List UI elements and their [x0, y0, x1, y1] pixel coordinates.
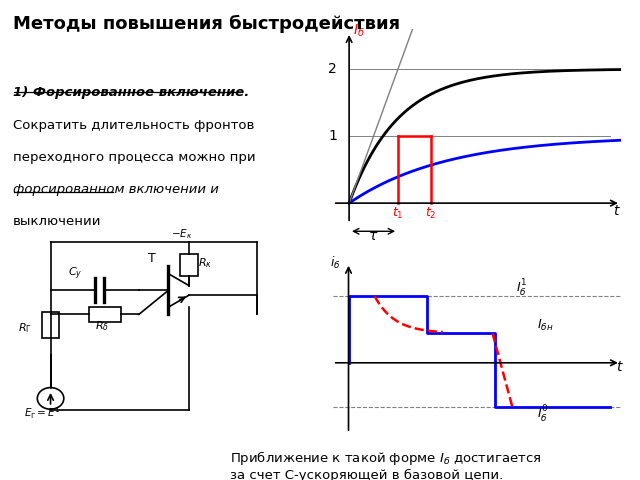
Bar — [89, 307, 121, 322]
Text: Сократить длительность фронтов: Сократить длительность фронтов — [13, 119, 254, 132]
Text: 1: 1 — [328, 129, 337, 143]
Text: $\tau$: $\tau$ — [369, 229, 379, 243]
Text: $-E_\kappa$: $-E_\kappa$ — [172, 228, 193, 241]
Text: $R_\delta$: $R_\delta$ — [95, 319, 109, 333]
Text: переходного процесса можно при: переходного процесса можно при — [13, 151, 255, 164]
Text: $I_б$: $I_б$ — [353, 22, 365, 38]
Text: 1) Форсированное включение.: 1) Форсированное включение. — [13, 86, 249, 99]
Text: $t$: $t$ — [616, 360, 623, 374]
Text: 2: 2 — [328, 62, 337, 76]
Text: Приближение к такой форме $I_б$ достигается
за счет С-ускоряющей в базовой цепи.: Приближение к такой форме $I_б$ достигае… — [230, 449, 541, 480]
Text: $t_1$: $t_1$ — [392, 205, 404, 221]
Text: $i_б$: $i_б$ — [330, 254, 340, 271]
Bar — [180, 254, 198, 276]
Text: $t_2$: $t_2$ — [425, 205, 436, 221]
Bar — [42, 312, 60, 338]
Text: $I_{бн}$: $I_{бн}$ — [537, 318, 554, 333]
Text: выключении: выключении — [13, 215, 101, 228]
Text: $t$: $t$ — [612, 204, 621, 218]
Text: $C_y$: $C_y$ — [68, 265, 83, 282]
Text: $I_б^1$: $I_б^1$ — [516, 277, 527, 298]
Text: $R_\kappa$: $R_\kappa$ — [198, 256, 212, 270]
Text: T: T — [148, 252, 156, 264]
Text: $R_\Gamma$: $R_\Gamma$ — [18, 321, 32, 335]
Text: $E_\Gamma=E^1$: $E_\Gamma=E^1$ — [24, 406, 61, 421]
Text: Методы повышения быстродействия: Методы повышения быстродействия — [13, 14, 400, 33]
Text: форсированном включении и: форсированном включении и — [13, 183, 219, 196]
Text: $I_б^0$: $I_б^0$ — [537, 403, 548, 424]
